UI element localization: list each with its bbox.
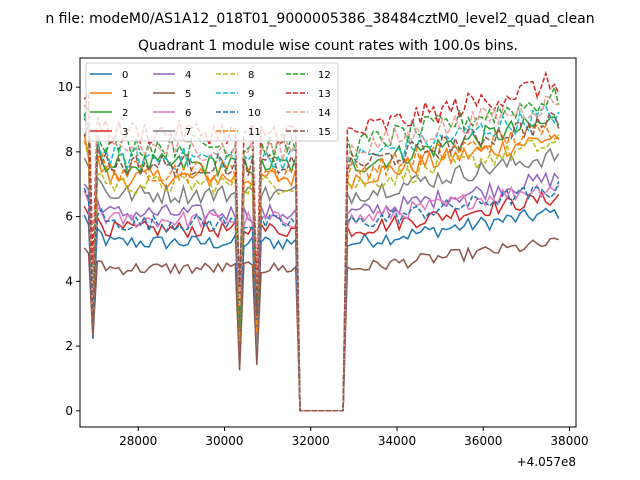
series-line-9 [83, 105, 560, 412]
y-tick-label: 4 [65, 274, 73, 288]
series-line-11 [83, 122, 559, 412]
y-tick-label: 2 [65, 339, 73, 353]
x-tick-label: 28000 [119, 434, 157, 448]
x-tick-label: 38000 [550, 434, 588, 448]
x-offset-label: +4.057e8 [517, 455, 576, 469]
x-axis: 28000 30000 32000 34000 36000 38000 [119, 427, 589, 448]
legend-label-9: 9 [248, 89, 254, 100]
y-tick-label: 10 [58, 80, 73, 94]
legend-label-0: 0 [122, 70, 128, 81]
y-tick-label: 0 [65, 404, 73, 418]
legend-label-1: 1 [122, 89, 128, 100]
y-tick-label: 6 [65, 210, 73, 224]
legend-box [85, 62, 339, 142]
legend-label-15: 15 [318, 127, 331, 138]
series-line-4 [83, 171, 560, 412]
legend-label-14: 14 [318, 108, 331, 119]
y-tick-label: 8 [65, 145, 73, 159]
series-line-15 [83, 110, 560, 412]
legend-label-13: 13 [318, 89, 331, 100]
legend-label-11: 11 [248, 127, 261, 138]
series-line-0 [83, 207, 560, 412]
plot-lines [83, 70, 560, 412]
legend-label-7: 7 [185, 127, 191, 138]
series-line-7 [83, 147, 560, 412]
series-line-1 [83, 133, 560, 412]
legend-label-2: 2 [122, 108, 128, 119]
legend-label-6: 6 [185, 108, 191, 119]
chart-title: Quadrant 1 module wise count rates with … [138, 38, 518, 54]
legend-label-3: 3 [122, 127, 128, 138]
legend-label-12: 12 [318, 70, 331, 81]
y-axis: 0 2 4 6 8 10 [58, 80, 80, 418]
axes-frame [79, 57, 577, 428]
legend-label-4: 4 [185, 70, 191, 81]
series-line-14 [83, 95, 559, 412]
figure-suptitle: n file: modeM0/AS1A12_018T01_9000005386_… [45, 11, 594, 27]
series-line-10 [83, 181, 560, 412]
legend-label-10: 10 [248, 108, 261, 119]
x-tick-label: 34000 [378, 434, 416, 448]
legend-label-5: 5 [185, 89, 191, 100]
x-tick-label: 32000 [292, 434, 330, 448]
legend-label-8: 8 [248, 70, 254, 81]
series-line-5 [83, 237, 559, 412]
series-line-8 [83, 133, 560, 412]
x-tick-label: 36000 [464, 434, 502, 448]
x-tick-label: 30000 [205, 434, 243, 448]
